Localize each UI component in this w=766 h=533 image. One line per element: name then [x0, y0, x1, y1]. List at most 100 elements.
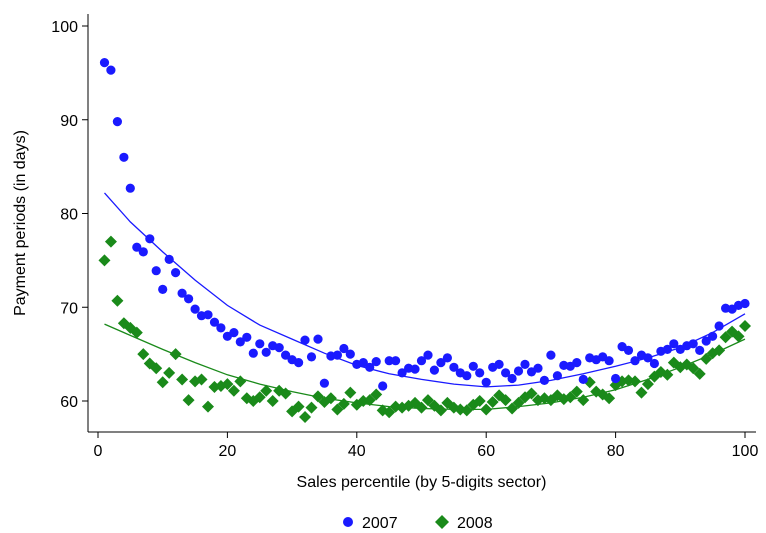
ticks: 0 20 40 60 80 100 60 70 80 90 100	[51, 19, 758, 460]
point-2008-45	[383, 406, 396, 419]
point-2008-51	[421, 394, 434, 407]
point-2008-33	[305, 401, 318, 414]
point-2007-23	[242, 332, 252, 342]
point-2008-10	[156, 376, 169, 389]
point-2007-74	[572, 358, 582, 368]
series-2007	[99, 58, 750, 391]
point-2008-32	[299, 410, 312, 423]
point-2007-53	[436, 358, 446, 368]
y-tick-label-90: 90	[60, 113, 78, 130]
point-2008-84	[635, 386, 648, 399]
point-2007-49	[410, 364, 420, 374]
point-2007-50	[416, 356, 427, 366]
point-2008-43	[370, 388, 383, 401]
point-2007-39	[345, 349, 355, 359]
point-2008-2	[104, 235, 117, 248]
point-2008-36	[324, 392, 337, 405]
point-2008-50	[415, 401, 428, 414]
point-2007-17	[203, 310, 213, 320]
point-2008-22	[234, 375, 247, 388]
point-2008-97	[719, 331, 732, 344]
point-2007-18	[209, 317, 220, 327]
point-2007-93	[695, 345, 705, 355]
point-2008-57	[460, 404, 473, 417]
point-2008-9	[150, 362, 163, 375]
point-2008-25	[253, 391, 266, 404]
point-2007-59	[475, 368, 485, 378]
point-2008-60	[480, 403, 493, 416]
point-2007-94	[701, 336, 711, 346]
point-2008-92	[687, 362, 700, 375]
point-2007-82	[623, 345, 634, 355]
point-2007-31	[294, 358, 304, 368]
point-2008-39	[344, 386, 357, 399]
point-2008-83	[629, 375, 642, 388]
point-2007-46	[391, 356, 401, 366]
legend-label-2007: 2007	[362, 515, 398, 532]
point-2008-100	[739, 320, 751, 332]
point-2007-2	[106, 65, 116, 75]
point-2008-17	[201, 400, 214, 413]
y-tick-label-60: 60	[60, 394, 78, 411]
point-2007-65	[513, 366, 524, 376]
point-2007-88	[662, 344, 673, 354]
point-2007-21	[229, 328, 239, 338]
point-2007-79	[604, 356, 614, 366]
point-2007-28	[274, 343, 284, 353]
point-2007-52	[429, 365, 439, 375]
point-2008-12	[169, 348, 182, 361]
axes	[87, 14, 756, 433]
point-2007-83	[630, 356, 640, 366]
point-2008-42	[363, 394, 376, 407]
point-2008-61	[486, 395, 499, 408]
point-2007-86	[649, 358, 660, 369]
fit-line-2008	[104, 323, 746, 411]
point-2008-67	[525, 387, 538, 400]
point-2007-32	[300, 335, 310, 345]
x-tick-label-0: 0	[94, 443, 103, 460]
point-2007-54	[442, 353, 452, 363]
point-2007-55	[449, 362, 459, 372]
point-2007-58	[468, 361, 478, 371]
y-tick-label-100: 100	[51, 19, 78, 36]
point-2007-35	[319, 378, 329, 388]
point-2008-37	[331, 403, 344, 416]
point-2007-62	[494, 359, 504, 369]
x-tick-label-80: 80	[607, 443, 625, 460]
point-2007-7	[138, 247, 148, 257]
point-2007-33	[306, 352, 317, 362]
point-2008-16	[195, 373, 208, 386]
point-2007-47	[397, 368, 407, 378]
point-2008-65	[512, 396, 525, 409]
point-2008-3	[111, 294, 124, 307]
point-2008-88	[661, 368, 674, 381]
point-2007-41	[358, 358, 368, 368]
point-2007-71	[552, 371, 563, 381]
point-2007-1	[99, 58, 110, 68]
point-2007-89	[669, 339, 679, 349]
point-2008-64	[506, 402, 519, 415]
point-2008-1	[98, 254, 111, 267]
point-2007-26	[261, 347, 271, 357]
point-2007-42	[365, 362, 375, 372]
legend: 2007 2008	[343, 515, 493, 532]
point-2007-92	[688, 339, 698, 349]
legend-item-2008: 2008	[435, 515, 493, 532]
point-2008-34	[311, 390, 324, 403]
point-2008-63	[499, 394, 512, 407]
point-2007-14	[184, 294, 194, 304]
point-2008-13	[176, 373, 189, 386]
point-2007-11	[164, 254, 174, 264]
point-2007-15	[190, 304, 200, 314]
y-axis-title: Payment periods (in days)	[12, 130, 29, 316]
point-2008-73	[564, 391, 577, 404]
point-2007-95	[708, 331, 718, 341]
point-2008-75	[577, 394, 590, 407]
point-2008-21	[227, 384, 240, 397]
legend-label-2008: 2008	[457, 515, 493, 532]
legend-item-2007: 2007	[343, 515, 398, 532]
point-2008-6	[130, 326, 143, 339]
point-2008-74	[570, 385, 583, 398]
point-2007-63	[501, 368, 511, 378]
